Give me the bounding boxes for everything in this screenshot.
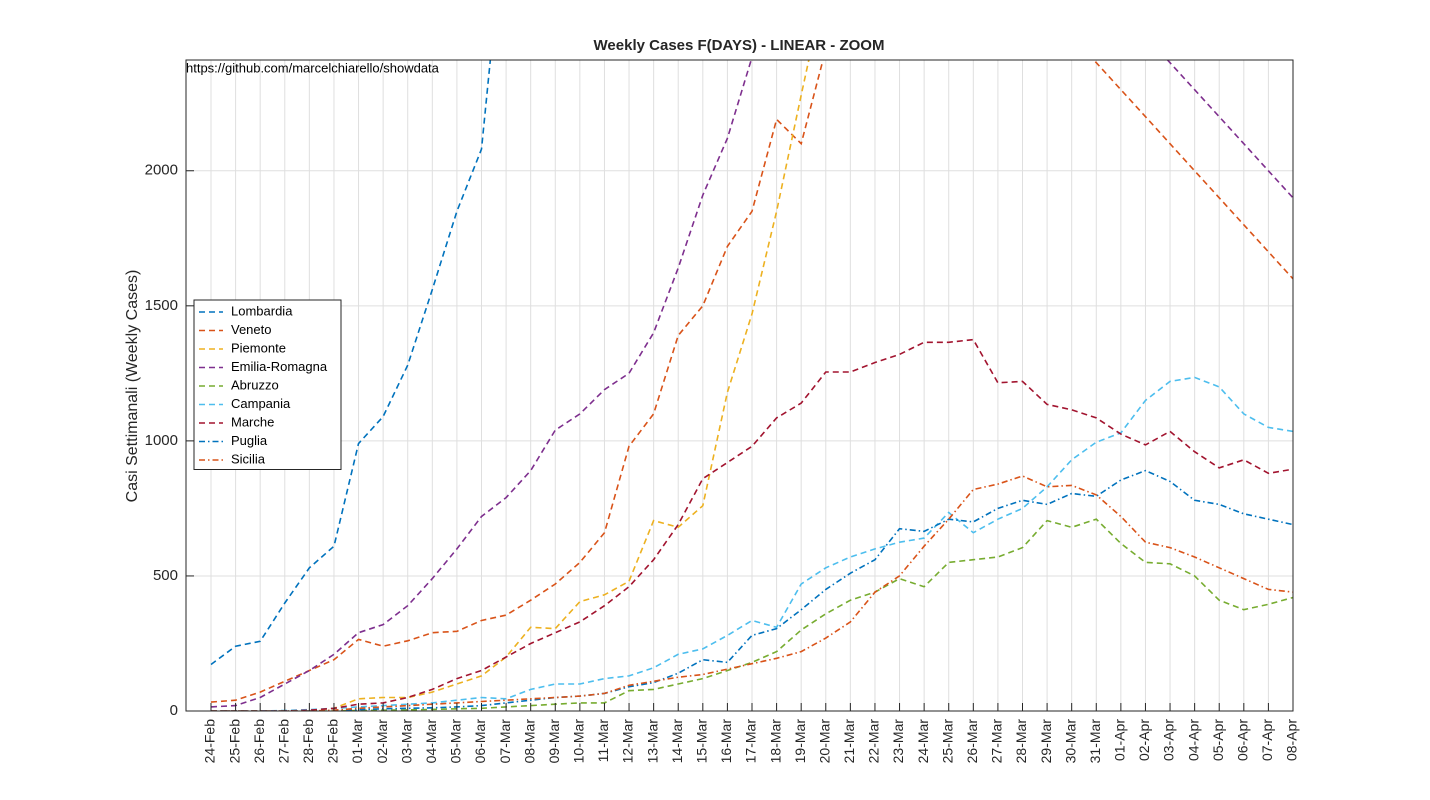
series-line [210,60,1293,708]
x-tick-label: 21-Mar [841,719,857,764]
x-tick-label: 20-Mar [816,719,832,764]
x-tick-label: 07-Mar [497,719,513,764]
x-tick-label: 13-Mar [644,719,660,764]
series-line [211,338,1293,711]
x-tick-label: 03-Apr [1161,719,1177,761]
legend-label: Abruzzo [231,377,279,392]
x-tick-label: 15-Mar [694,719,710,764]
x-tick-label: 24-Mar [915,719,931,764]
legend-label: Marche [231,414,274,429]
y-tick-label: 1500 [145,297,178,314]
x-tick-label: 07-Apr [1259,719,1275,761]
x-tick-label: 05-Mar [448,719,464,764]
annotation: https://github.com/marcelchiarello/showd… [186,60,440,75]
y-tick-label: 2000 [145,162,178,179]
legend-label: Piemonte [231,340,286,355]
series-line [211,469,1293,711]
x-tick-label: 06-Mar [472,719,488,764]
x-tick-label: 18-Mar [767,719,783,764]
x-tick-label: 29-Mar [1038,719,1054,764]
x-tick-label: 09-Mar [546,719,562,764]
x-tick-label: 05-Apr [1210,719,1226,761]
legend-label: Puglia [231,433,268,448]
x-tick-label: 01-Mar [349,719,365,764]
x-tick-label: 03-Mar [398,719,414,764]
series-line [211,60,810,711]
x-tick-label: 22-Mar [866,719,882,764]
x-tick-label: 23-Mar [890,719,906,764]
series-line [210,60,1293,703]
x-tick-label: 27-Feb [275,719,291,764]
series-line [211,475,1293,711]
y-axis-label: Casi Settimanali (Weekly Cases) [124,270,141,503]
x-tick-label: 02-Mar [374,719,390,764]
y-tick-label: 500 [153,567,178,584]
legend-label: Sicilia [231,451,266,466]
x-tick-label: 30-Mar [1062,719,1078,764]
legend-label: Veneto [231,322,272,337]
x-tick-label: 28-Feb [300,719,316,764]
x-tick-label: 27-Mar [989,719,1005,764]
x-tick-label: 04-Apr [1185,719,1201,761]
x-tick-label: 24-Feb [202,719,218,764]
legend-label: Lombardia [231,303,293,318]
x-tick-label: 10-Mar [571,719,587,764]
series-line [211,518,1293,711]
plot-border [185,59,1294,712]
x-tick-label: 25-Feb [226,719,242,764]
plot-area [186,60,1293,711]
x-tick-label: 04-Mar [423,719,439,764]
x-tick-label: 06-Apr [1235,719,1251,761]
legend-label: Emilia-Romagna [231,359,328,374]
x-tick-label: 12-Mar [620,719,636,764]
x-tick-label: 19-Mar [792,719,808,764]
series-line [211,376,1293,711]
chart-title: Weekly Cases F(DAYS) - LINEAR - ZOOM [594,37,885,54]
x-tick-label: 26-Feb [251,719,267,764]
x-tick-label: 25-Mar [939,719,955,764]
x-tick-label: 02-Apr [1136,719,1152,761]
x-tick-label: 14-Mar [669,719,685,764]
x-tick-label: 28-Mar [1013,719,1029,764]
x-tick-label: 08-Mar [521,719,537,764]
legend-label: Campania [231,396,291,411]
x-tick-label: 29-Feb [325,719,341,764]
x-tick-label: 17-Mar [743,719,759,764]
x-tick-label: 31-Mar [1087,719,1103,764]
y-tick-label: 0 [170,702,178,719]
x-tick-label: 11-Mar [595,719,611,763]
y-tick-label: 1000 [145,432,178,449]
x-tick-label: 26-Mar [964,719,980,764]
x-tick-label: 08-Apr [1284,719,1300,761]
x-tick-label: 01-Apr [1112,719,1128,761]
x-tick-label: 16-Mar [718,719,734,764]
